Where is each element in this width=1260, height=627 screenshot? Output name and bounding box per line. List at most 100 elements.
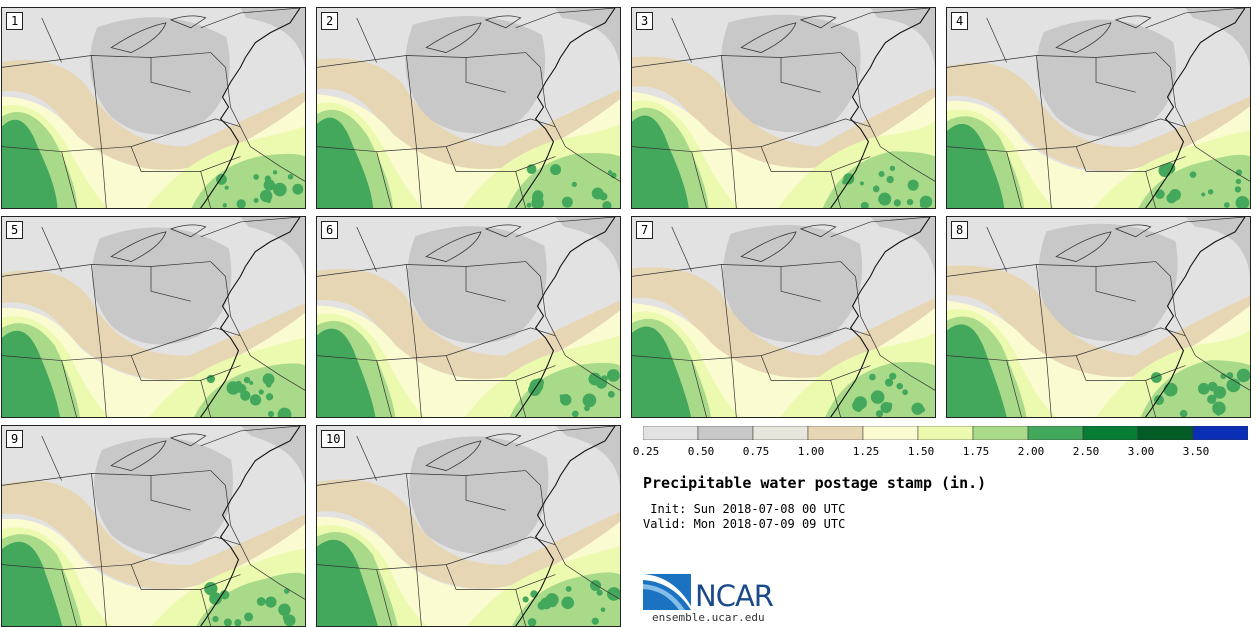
state-boundary <box>150 57 191 93</box>
pw-dark-green <box>317 539 378 626</box>
state-boundary <box>376 151 392 208</box>
state-boundary <box>671 226 692 272</box>
pw-green-cell <box>262 373 275 386</box>
pw-tan-band <box>2 59 305 172</box>
pw-green-cell <box>273 182 287 197</box>
pw-tan-band <box>947 265 1250 381</box>
pw-dark-green <box>632 326 692 417</box>
pw-green-cell <box>277 407 292 417</box>
pw-green-cell <box>919 195 933 208</box>
pw-green-cell <box>855 405 862 412</box>
pw-green-cell <box>206 374 215 384</box>
pw-dark-green <box>2 541 63 626</box>
pw-green-cell <box>906 198 914 206</box>
coastline <box>1145 8 1246 208</box>
pw-green-cell <box>919 406 926 413</box>
colorbar-bin-9 <box>1137 426 1194 440</box>
pw-green-cell <box>253 174 260 180</box>
pw-green-cell <box>243 612 254 622</box>
pw-tan-band <box>317 479 620 590</box>
pw-green-cell <box>591 187 604 200</box>
pw-gray-blob <box>1036 19 1176 137</box>
pw-green-cell <box>591 617 599 625</box>
state-boundary <box>1006 360 1022 417</box>
pw-green-cell <box>550 164 562 176</box>
state-boundary <box>200 589 211 626</box>
pw-green-cell <box>236 199 246 208</box>
state-boundary <box>721 55 737 208</box>
colorbar-tick-label: 2.00 <box>1017 445 1045 458</box>
colorbar-bin-2 <box>752 426 809 440</box>
pw-green-cell <box>1213 386 1227 399</box>
pw-tan-band <box>2 480 305 590</box>
state-boundary <box>41 226 62 272</box>
colorbar-bin-1 <box>697 426 754 440</box>
great-lakes-outline <box>425 224 522 262</box>
coastline <box>515 426 616 626</box>
chart-title: Precipitable water postage stamp (in.) <box>643 474 987 492</box>
pw-green-cell <box>283 588 290 594</box>
colorbar-bin-10 <box>1192 426 1248 440</box>
pw-green-cell <box>1234 186 1242 193</box>
state-boundary <box>515 380 526 417</box>
great-lakes-outline <box>740 15 837 53</box>
pw-dark-green <box>2 330 60 417</box>
pw-gray-blob <box>89 17 230 135</box>
pw-green-cell <box>1223 202 1230 208</box>
colorbar-tick-label: 3.00 <box>1127 445 1155 458</box>
pw-green-cell <box>561 196 573 208</box>
member-panel-6: 6 <box>316 216 621 418</box>
pw-green-cell <box>263 179 276 191</box>
colorbar-tick-label: 0.50 <box>687 445 715 458</box>
state-boundary <box>376 569 392 626</box>
great-lakes-outline <box>1055 224 1152 262</box>
state-boundary <box>721 264 737 417</box>
state-boundary <box>1145 8 1246 29</box>
pw-gray-blob <box>240 217 305 277</box>
pw-green-cell <box>884 378 894 387</box>
pw-green-cell <box>545 593 559 607</box>
member-label: 4 <box>951 12 969 30</box>
state-boundary <box>1185 126 1250 182</box>
pw-dark-green <box>947 324 1007 417</box>
state-boundary <box>1036 55 1052 208</box>
pw-gray-blob <box>91 227 232 345</box>
pw-green-cell <box>911 402 924 415</box>
member-panel-8: 8 <box>946 216 1251 418</box>
pw-green-cell <box>896 382 904 390</box>
colorbar-tick-label: 1.75 <box>962 445 990 458</box>
member-panel-1: 1 <box>1 7 306 209</box>
pw-map <box>317 8 620 208</box>
pw-green-cell <box>893 199 901 207</box>
pw-green-cell <box>527 618 537 626</box>
state-boundary <box>671 17 692 63</box>
state-boundary <box>406 264 422 417</box>
coastline <box>830 217 931 417</box>
pw-green-cell <box>1197 382 1210 395</box>
member-panel-2: 2 <box>316 7 621 209</box>
pw-green-cell <box>1235 178 1242 185</box>
pw-green-cell <box>842 179 848 185</box>
pw-gray-blob <box>240 8 305 68</box>
state-boundary <box>947 261 1156 277</box>
pw-green-cell <box>889 372 897 380</box>
colorbar-bin-5 <box>917 426 974 440</box>
pw-gray-blob <box>555 8 620 68</box>
state-boundary <box>986 226 1007 272</box>
pw-mid-green <box>822 151 935 208</box>
pw-green-cell <box>537 601 547 610</box>
state-boundary <box>240 544 305 600</box>
state-boundary <box>200 217 301 238</box>
state-boundary <box>2 52 211 68</box>
pw-map <box>632 217 935 417</box>
state-boundary <box>830 8 931 29</box>
pw-dark-green <box>632 115 689 208</box>
pw-gray-blob <box>407 226 547 344</box>
pw-gray-blob <box>93 437 233 555</box>
great-lakes-outline <box>425 433 522 471</box>
pw-green-cell <box>253 197 259 203</box>
pw-green-cell <box>1220 373 1227 380</box>
pw-green-cell <box>1163 382 1178 397</box>
state-boundary <box>130 146 241 172</box>
ncar-logo-icon <box>643 574 691 610</box>
